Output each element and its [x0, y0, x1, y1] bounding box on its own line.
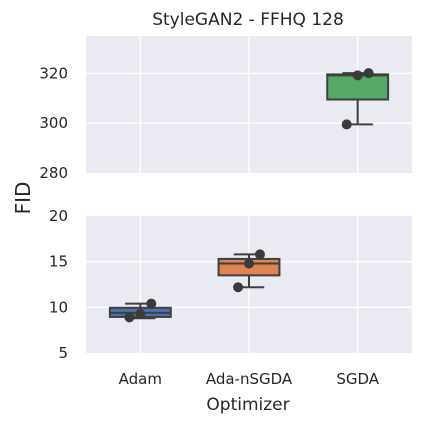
data-point [124, 312, 135, 323]
data-point [233, 282, 244, 293]
box-sgda [326, 68, 390, 130]
box-ada-nsgda [217, 249, 281, 293]
data-point [146, 298, 157, 309]
data-point [363, 68, 374, 79]
x-tick-labels: Adam Ada-nSGDA SGDA [119, 370, 380, 388]
lower-panel: 5 10 15 20 [49, 207, 412, 362]
y-tick-label: 5 [58, 344, 68, 362]
data-point [352, 70, 363, 81]
box-adam [108, 298, 172, 323]
y-tick-label: 320 [39, 64, 68, 82]
x-tick-label: SGDA [336, 370, 379, 388]
x-tick-label: Adam [119, 370, 162, 388]
y-tick-label: 20 [49, 207, 68, 225]
y-axis-label: FID [11, 182, 35, 215]
data-point [135, 308, 146, 319]
x-tick-label: Ada-nSGDA [206, 370, 293, 388]
x-axis-label: Optimizer [206, 395, 289, 415]
y-tick-label: 300 [39, 114, 68, 132]
data-point [244, 258, 254, 269]
y-tick-label: 10 [49, 298, 68, 316]
data-point [341, 119, 352, 130]
data-point [254, 249, 265, 260]
chart-title: StyleGAN2 - FFHQ 128 [152, 10, 344, 30]
y-tick-label: 15 [49, 253, 68, 271]
y-tick-label: 280 [39, 164, 68, 182]
upper-panel: 280 300 320 [39, 36, 412, 182]
